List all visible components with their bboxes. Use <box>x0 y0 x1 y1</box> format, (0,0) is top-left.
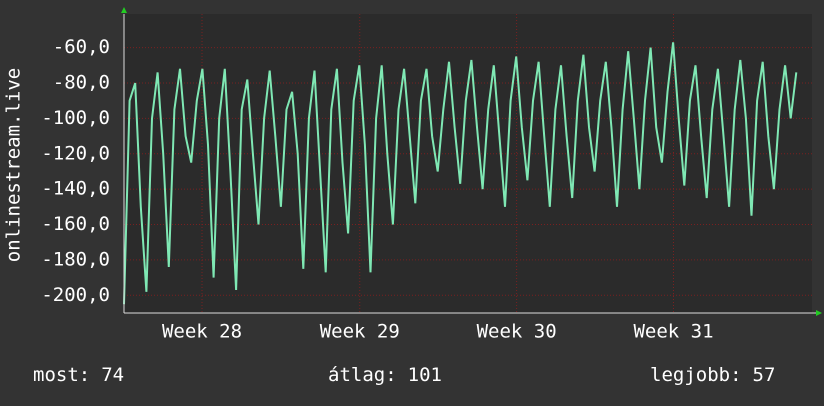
x-tick-label: Week 30 <box>477 321 557 343</box>
y-tick-label: -140,0 <box>41 178 110 200</box>
footer-stat: átlag: 101 <box>328 364 442 386</box>
y-tick-label: -120,0 <box>41 142 110 164</box>
stat-label: legjobb: <box>650 364 742 386</box>
stat-value: 101 <box>408 364 442 386</box>
x-tick-label: Week 31 <box>633 321 713 343</box>
stat-value: 74 <box>101 364 124 386</box>
y-tick-label: -200,0 <box>41 284 110 306</box>
plot-area <box>124 14 812 313</box>
x-tick-label: Week 29 <box>320 321 400 343</box>
stat-label: most: <box>33 364 90 386</box>
stat-label: átlag: <box>328 364 397 386</box>
footer-stat: legjobb: 57 <box>650 364 775 386</box>
y-tick-label: -180,0 <box>41 248 110 270</box>
y-axis-title: onlinestream.live <box>3 68 25 262</box>
y-tick-label: -80,0 <box>53 72 110 94</box>
x-arrow <box>816 310 822 316</box>
y-tick-label: -60,0 <box>53 36 110 58</box>
data-line <box>123 42 798 305</box>
y-tick-label: -160,0 <box>41 213 110 235</box>
stat-value: 57 <box>753 364 776 386</box>
y-arrow <box>121 7 127 13</box>
plot <box>123 42 798 305</box>
y-tick-label: -100,0 <box>41 107 110 129</box>
footer-stat: most: 74 <box>33 364 124 386</box>
x-tick-label: Week 28 <box>162 321 242 343</box>
